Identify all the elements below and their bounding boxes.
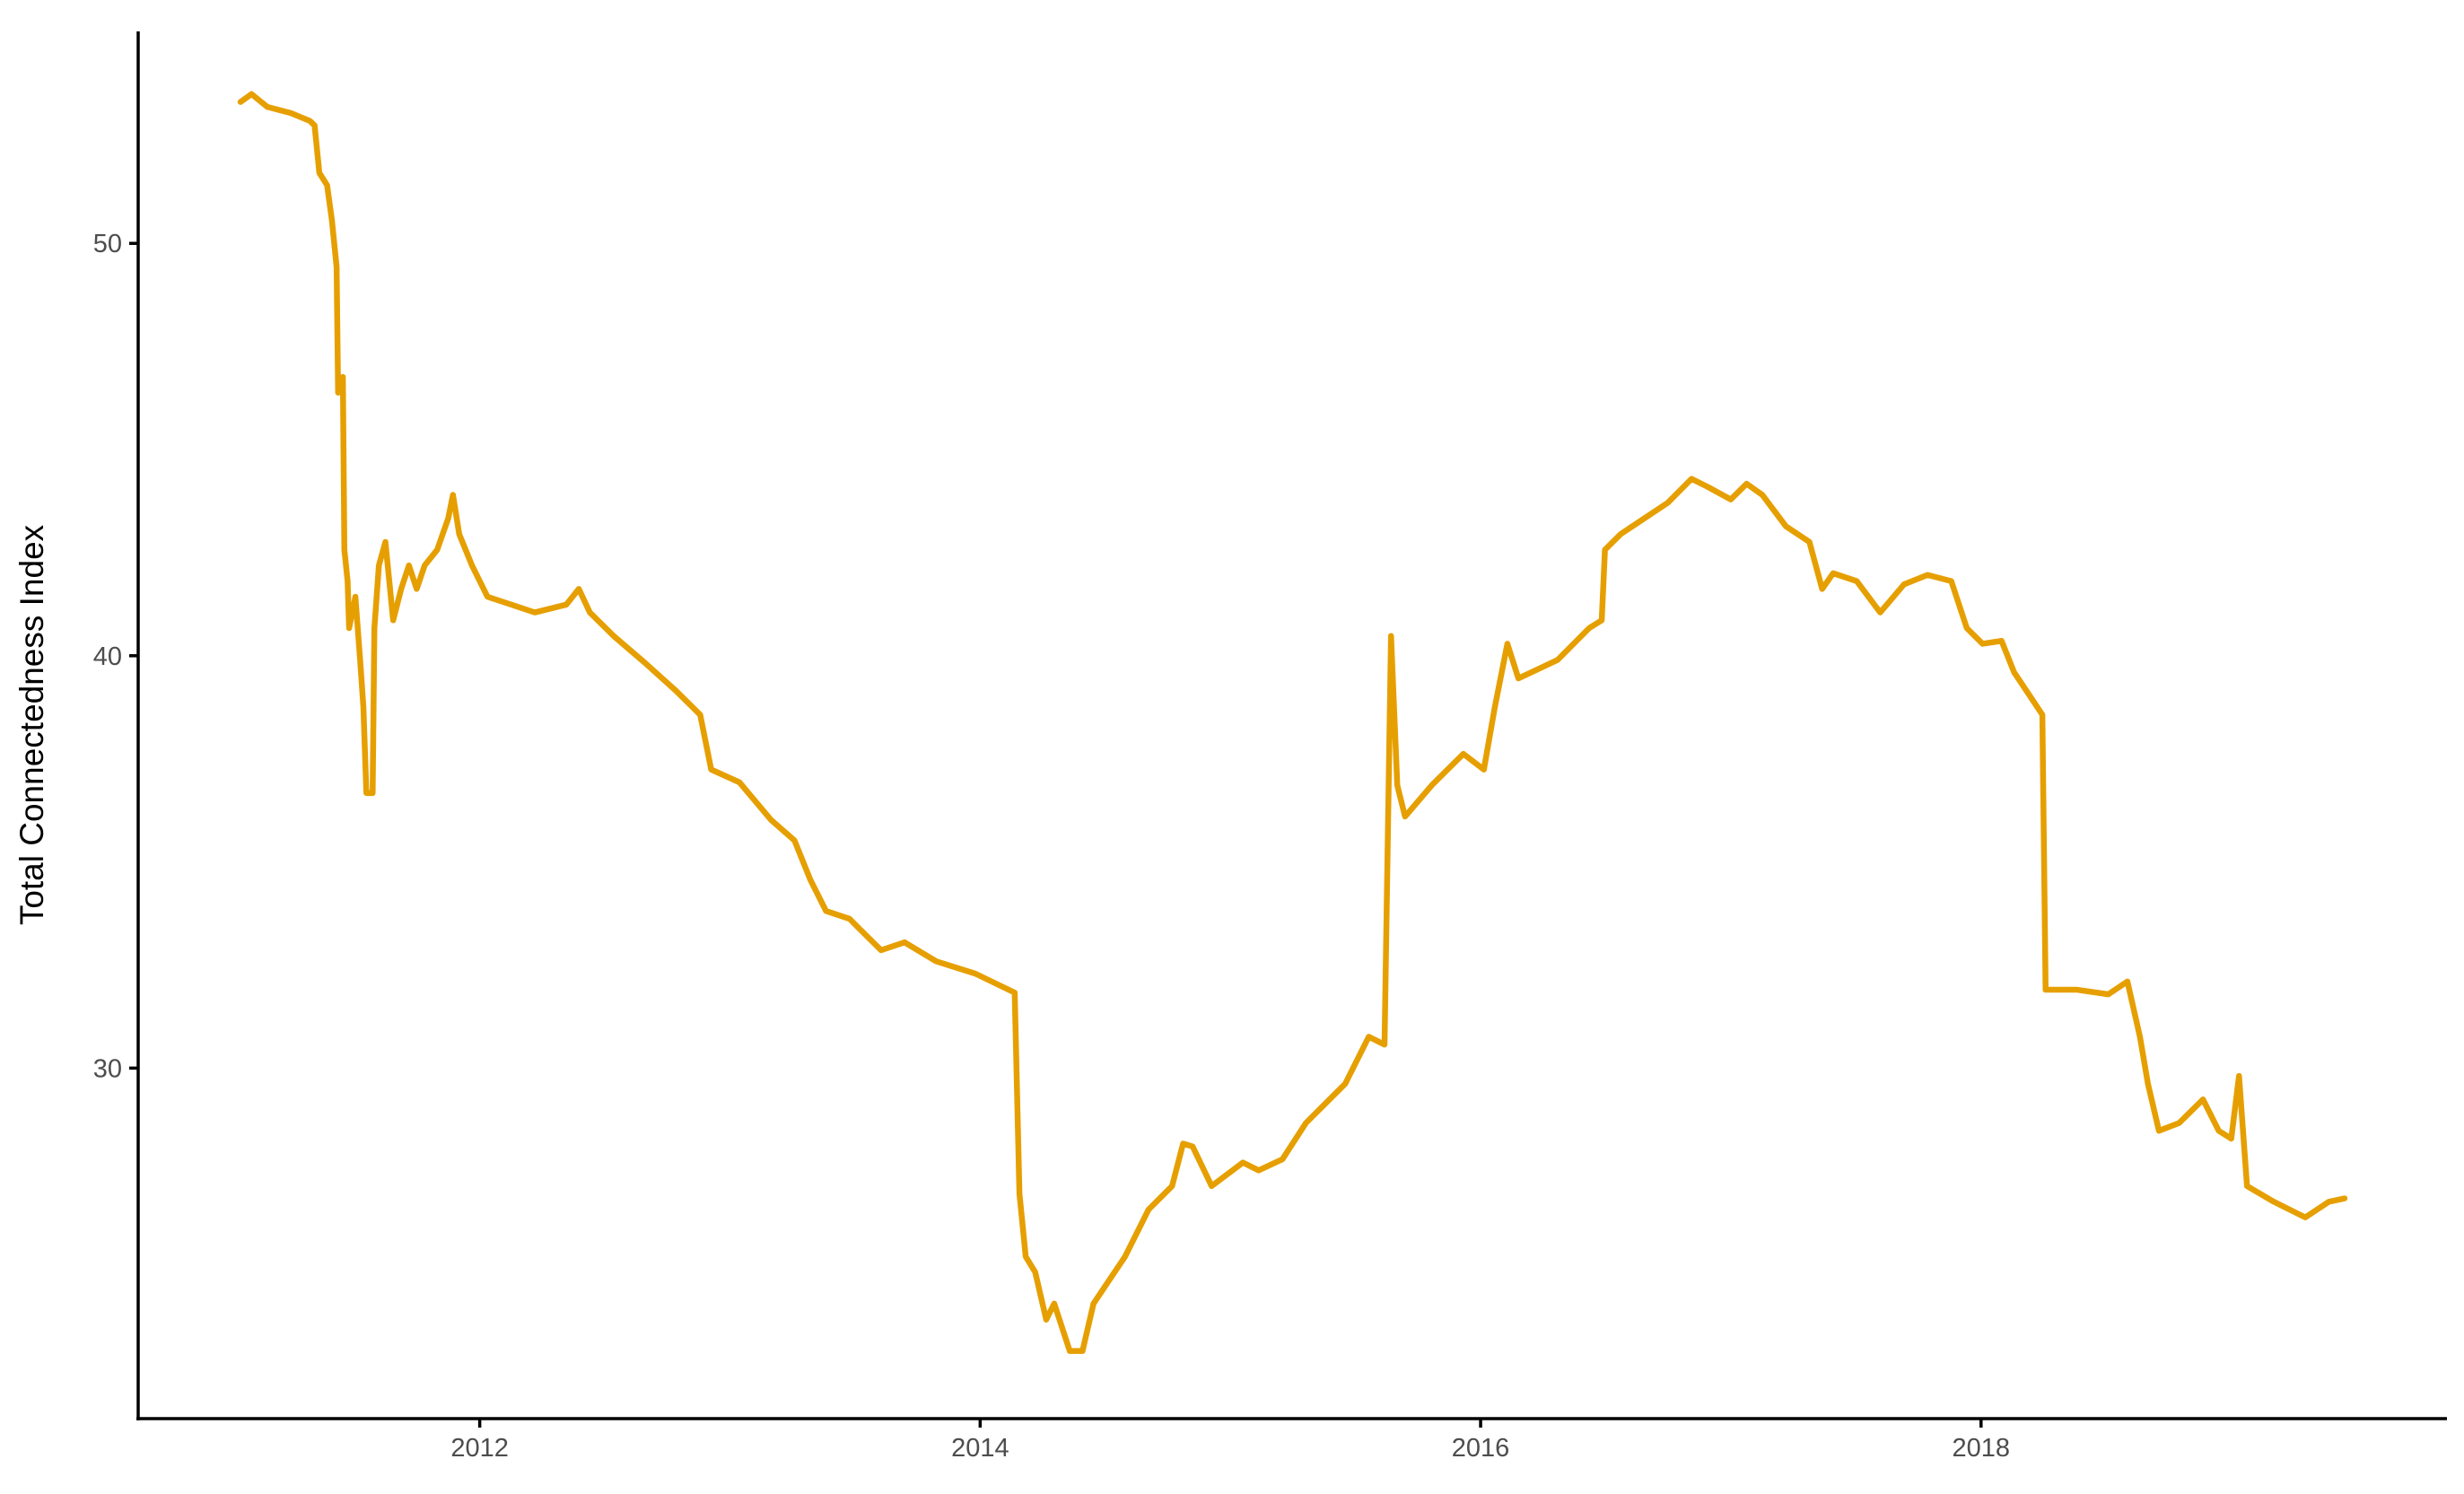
y-tick-label: 40 — [93, 642, 122, 671]
x-tick-label: 2012 — [450, 1434, 509, 1463]
y-axis-title: Total Connectedness Index — [13, 524, 50, 925]
y-tick-label: 50 — [93, 230, 122, 258]
x-tick-label: 2018 — [1953, 1434, 2011, 1463]
y-tick-label: 30 — [93, 1054, 122, 1083]
data-line — [237, 91, 2348, 1354]
x-tick-label: 2016 — [1452, 1434, 1510, 1463]
x-tick-label: 2014 — [951, 1434, 1009, 1463]
